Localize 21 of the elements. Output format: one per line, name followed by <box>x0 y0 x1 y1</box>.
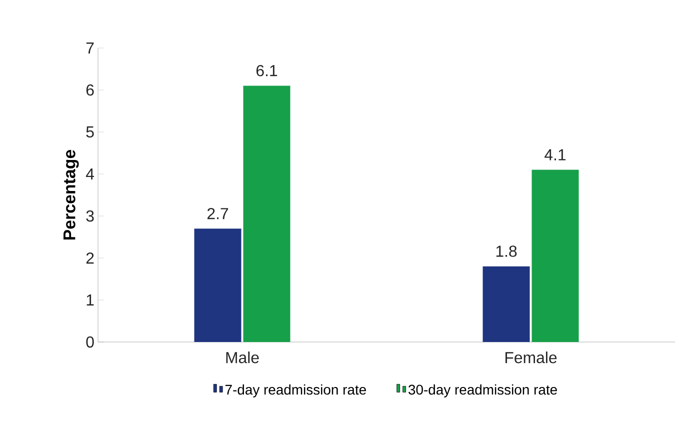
data-label: 6.1 <box>256 65 278 76</box>
x-tick-label: Female <box>505 352 557 364</box>
data-label: 2.7 <box>207 208 228 220</box>
bar <box>194 228 242 342</box>
bar <box>243 86 290 342</box>
y-tick-label: 1 <box>86 294 94 306</box>
x-tick-label: Male <box>226 352 259 364</box>
y-tick-label: 3 <box>86 210 94 222</box>
legend-label: 30-day readmission rate <box>408 384 557 398</box>
y-tick-label: 7 <box>86 42 94 54</box>
data-label: 1.8 <box>496 246 517 257</box>
y-tick-label: 5 <box>86 126 94 138</box>
bar <box>482 266 530 342</box>
y-tick-label: 4 <box>86 168 94 180</box>
bar <box>532 170 579 342</box>
data-label: 4.1 <box>544 149 566 160</box>
y-axis-title: Percentage <box>64 150 79 240</box>
y-tick-label: 2 <box>86 252 94 264</box>
y-tick-label: 6 <box>86 84 94 96</box>
y-tick-label: 0 <box>86 336 94 348</box>
legend-label: 7-day readmission rate <box>225 384 366 398</box>
